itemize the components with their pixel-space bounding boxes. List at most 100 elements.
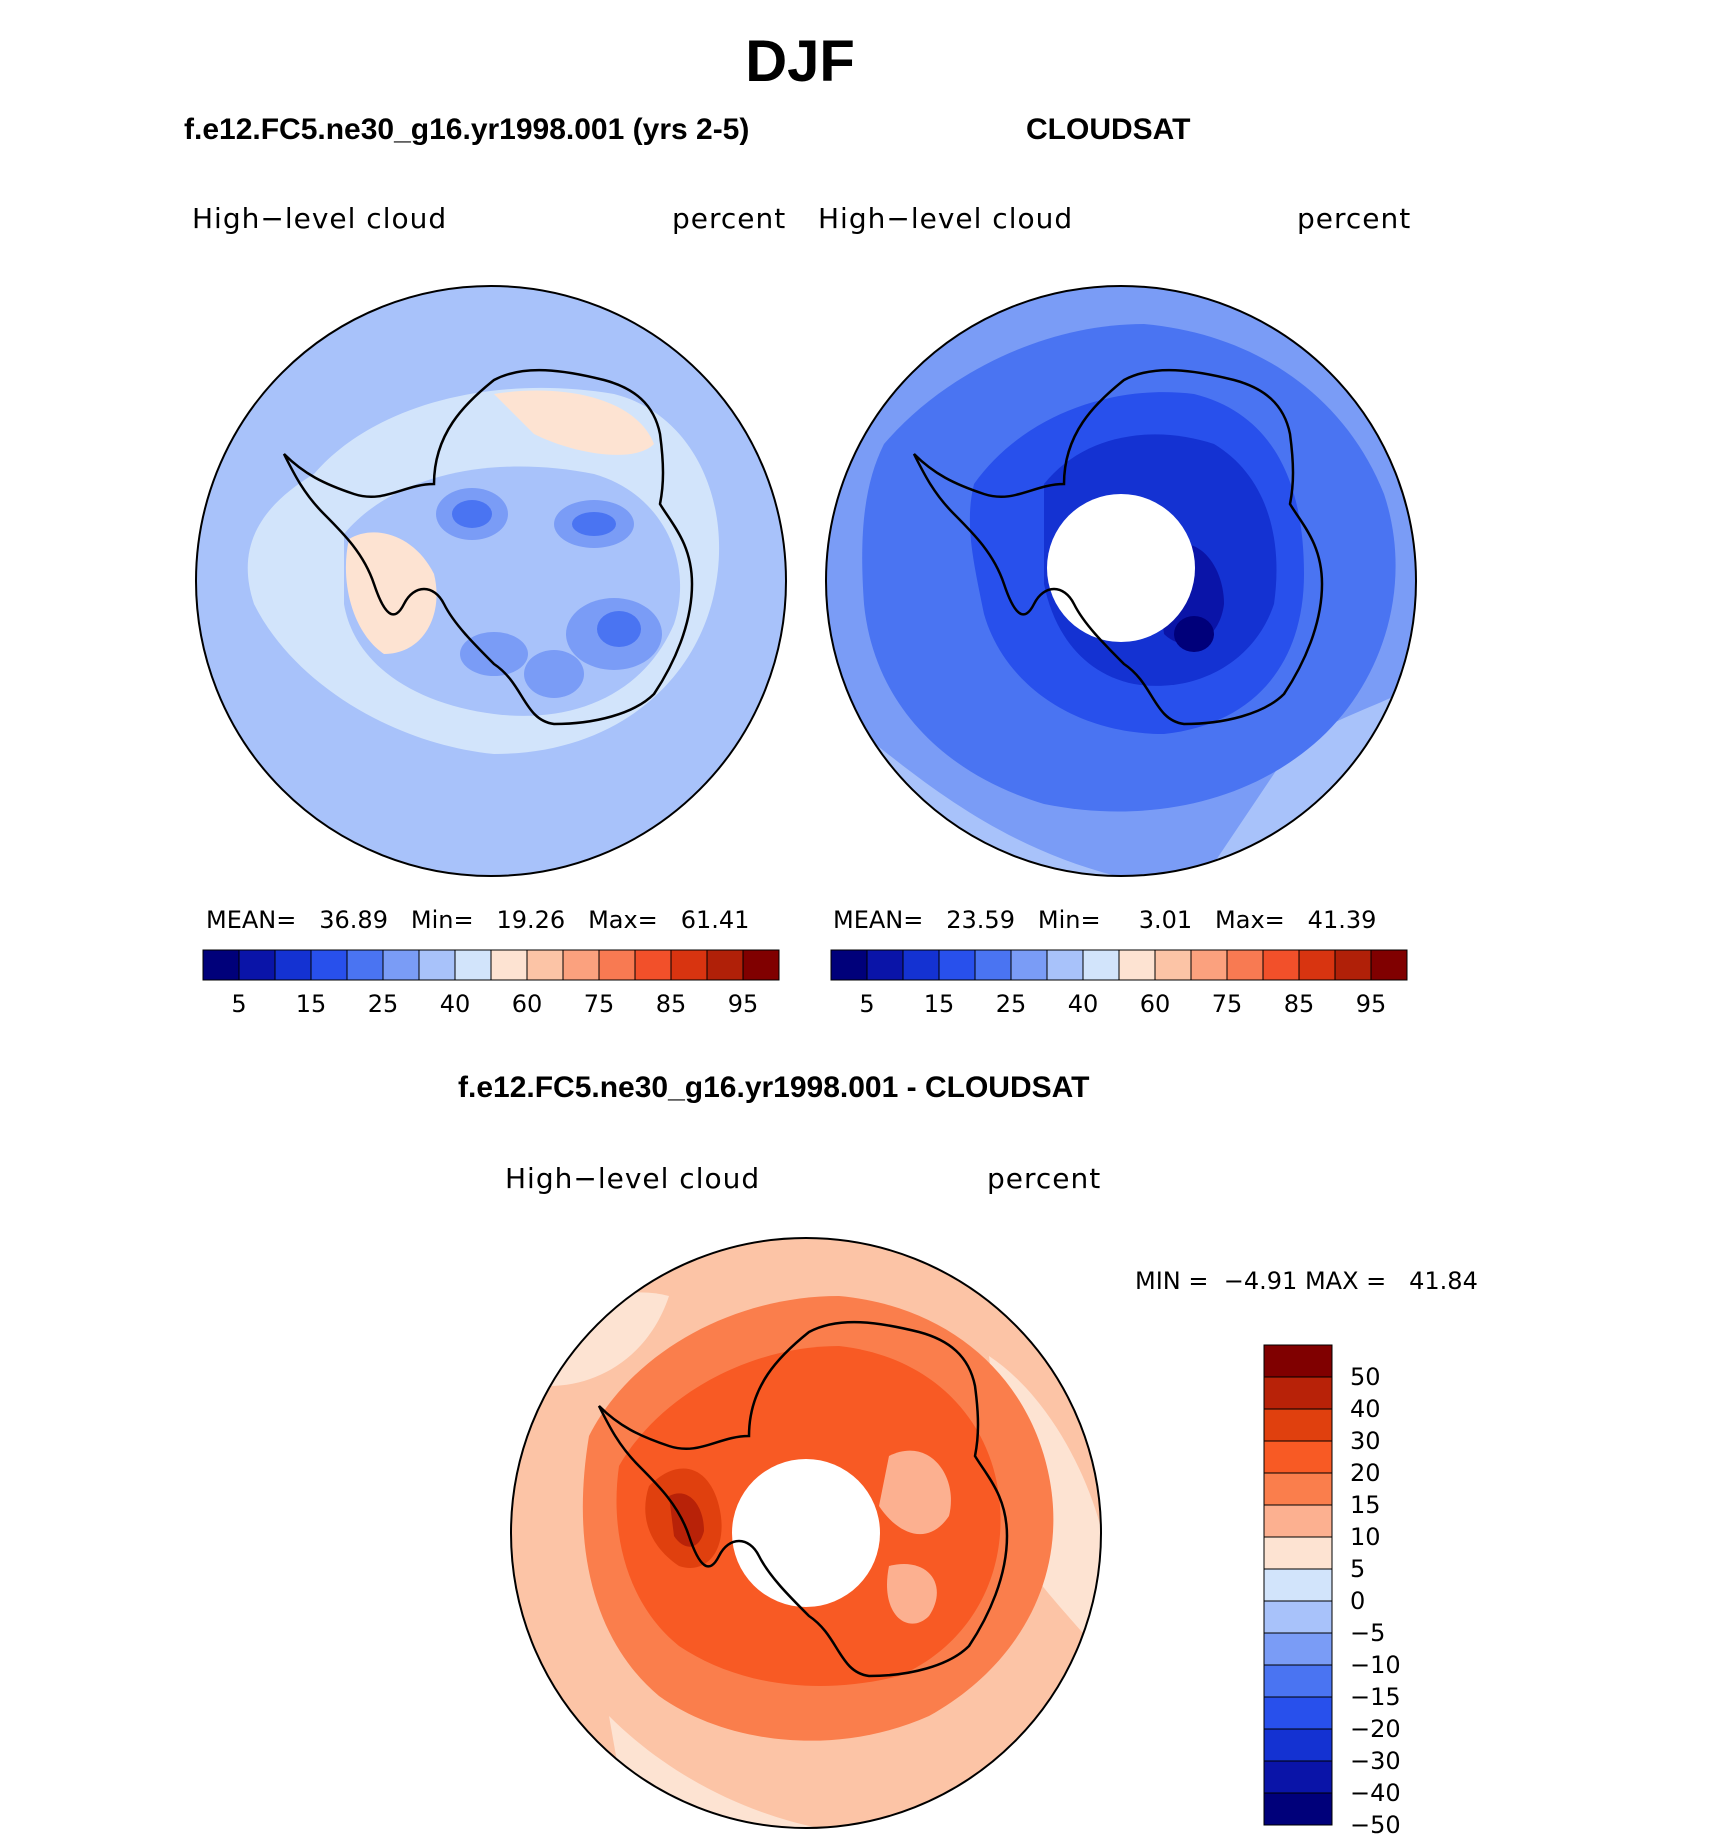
diff-stats: MIN = −4.91 MAX = 41.84 (1135, 1267, 1478, 1295)
colorbar-tick-label: 50 (1350, 1363, 1381, 1391)
colorbar-tick-label: 10 (1350, 1523, 1381, 1551)
diff-polar-map (510, 1237, 1102, 1829)
colorbar-swatch (1154, 949, 1192, 981)
colorbar-tick-label: −20 (1350, 1715, 1401, 1743)
colorbar-tick-label: 95 (727, 990, 759, 1018)
colorbar-swatch (974, 949, 1012, 981)
model-contour-warm-1 (494, 390, 654, 455)
colorbar-tick-label: 40 (1350, 1395, 1381, 1423)
colorbar-swatch (1334, 949, 1372, 981)
model-stats: MEAN= 36.89 Min= 19.26 Max= 61.41 (206, 906, 750, 934)
colorbar-swatch (1263, 1600, 1333, 1634)
colorbar-tick-label: 40 (1067, 990, 1099, 1018)
colorbar-tick-label: 30 (1350, 1427, 1381, 1455)
colorbar-swatch (902, 949, 940, 981)
colorbar-swatch (202, 949, 240, 981)
colorbar-swatch (670, 949, 708, 981)
diff-colorbar (1263, 1344, 1333, 1826)
model-colorbar (202, 949, 780, 981)
colorbar-swatch (1046, 949, 1084, 981)
model-units-label: percent (672, 202, 787, 235)
colorbar-tick-label: 85 (655, 990, 687, 1018)
model-contour-warm-2 (345, 532, 437, 654)
colorbar-tick-label: 15 (1350, 1491, 1381, 1519)
obs-colorbar (830, 949, 1408, 981)
colorbar-swatch (1370, 949, 1408, 981)
colorbar-tick-label: 25 (995, 990, 1027, 1018)
colorbar-tick-label: −10 (1350, 1651, 1401, 1679)
colorbar-swatch (1263, 1632, 1333, 1666)
colorbar-tick-label: 0 (1350, 1587, 1366, 1615)
colorbar-swatch (346, 949, 384, 981)
colorbar-tick-label: 15 (923, 990, 955, 1018)
diff-colorbar-ticks: 50 40 30 20 15 10 5 0 −5 −10 −15 −20 −30 −40 −50 (1350, 1345, 1430, 1839)
colorbar-swatch (1298, 949, 1336, 981)
colorbar-swatch (490, 949, 528, 981)
colorbar-swatch (1262, 949, 1300, 981)
model-antarctica-coastline (282, 368, 694, 726)
colorbar-swatch (938, 949, 976, 981)
obs-units-label: percent (1297, 202, 1412, 235)
colorbar-swatch (1263, 1760, 1333, 1794)
diff-variable-label: High−level cloud (505, 1162, 761, 1195)
colorbar-swatch (1263, 1376, 1333, 1410)
colorbar-tick-label: 20 (1350, 1459, 1381, 1487)
model-variable-label: High−level cloud (192, 202, 448, 235)
colorbar-swatch (1263, 1504, 1333, 1538)
colorbar-swatch (1010, 949, 1048, 981)
model-colorbar-ticks: 5 15 25 40 60 75 85 95 (203, 990, 779, 1020)
colorbar-tick-label: 75 (583, 990, 615, 1018)
colorbar-swatch (634, 949, 672, 981)
diff-antarctica-coastline (597, 1320, 1009, 1678)
colorbar-swatch (742, 949, 780, 981)
colorbar-swatch (706, 949, 744, 981)
colorbar-swatch (1263, 1408, 1333, 1442)
diff-polar-hole (732, 1459, 880, 1607)
colorbar-swatch (562, 949, 600, 981)
colorbar-tick-label: −15 (1350, 1683, 1401, 1711)
diff-units-label: percent (987, 1162, 1102, 1195)
colorbar-swatch (310, 949, 348, 981)
colorbar-swatch (1118, 949, 1156, 981)
colorbar-tick-label: 25 (367, 990, 399, 1018)
colorbar-swatch (1263, 1792, 1333, 1826)
obs-variable-label: High−level cloud (818, 202, 1074, 235)
obs-antarctica-coastline (912, 368, 1324, 726)
colorbar-swatch (1226, 949, 1264, 981)
colorbar-tick-label: 15 (295, 990, 327, 1018)
colorbar-swatch (1263, 1344, 1333, 1378)
colorbar-swatch (866, 949, 904, 981)
colorbar-swatch (1082, 949, 1120, 981)
model-panel-title: f.e12.FC5.ne30_g16.yr1998.001 (yrs 2-5) (184, 113, 750, 146)
colorbar-swatch (454, 949, 492, 981)
colorbar-tick-label: 75 (1211, 990, 1243, 1018)
colorbar-tick-label: 60 (511, 990, 543, 1018)
colorbar-swatch (830, 949, 868, 981)
colorbar-tick-label: −40 (1350, 1779, 1401, 1807)
obs-colorbar-ticks: 5 15 25 40 60 75 85 95 (831, 990, 1407, 1020)
colorbar-tick-label: 5 (231, 990, 247, 1018)
model-polar-map (195, 285, 787, 877)
colorbar-swatch (1263, 1472, 1333, 1506)
colorbar-swatch (526, 949, 564, 981)
obs-polar-map (825, 285, 1417, 877)
colorbar-tick-label: −30 (1350, 1747, 1401, 1775)
colorbar-tick-label: 5 (1350, 1555, 1366, 1583)
colorbar-swatch (1190, 949, 1228, 981)
colorbar-tick-label: 40 (439, 990, 471, 1018)
obs-polar-hole (1047, 494, 1195, 642)
colorbar-tick-label: −50 (1350, 1811, 1401, 1839)
diff-panel-title: f.e12.FC5.ne30_g16.yr1998.001 - CLOUDSAT (458, 1071, 1090, 1104)
colorbar-swatch (1263, 1568, 1333, 1602)
colorbar-swatch (418, 949, 456, 981)
colorbar-tick-label: 85 (1283, 990, 1315, 1018)
obs-panel-title: CLOUDSAT (1026, 113, 1191, 146)
colorbar-swatch (238, 949, 276, 981)
colorbar-swatch (1263, 1536, 1333, 1570)
colorbar-swatch (382, 949, 420, 981)
colorbar-swatch (598, 949, 636, 981)
colorbar-tick-label: −5 (1350, 1619, 1386, 1647)
obs-stats: MEAN= 23.59 Min= 3.01 Max= 41.39 (833, 906, 1377, 934)
colorbar-swatch (274, 949, 312, 981)
colorbar-swatch (1263, 1440, 1333, 1474)
